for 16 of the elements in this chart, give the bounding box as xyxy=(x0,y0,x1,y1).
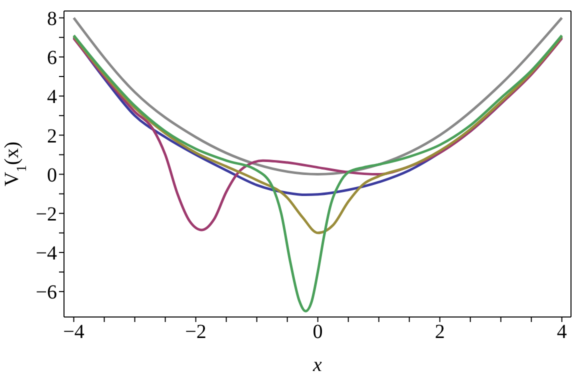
y-tick-label: 2 xyxy=(47,125,57,148)
x-tick-label: 0 xyxy=(312,321,323,344)
x-tick-label: −2 xyxy=(185,321,206,344)
y-tick-label: 4 xyxy=(47,86,57,108)
x-tick-label: 2 xyxy=(434,321,445,344)
y-tick-label: 8 xyxy=(47,8,57,30)
x-axis-title: x xyxy=(312,354,322,376)
y-tick-label: −4 xyxy=(36,242,57,265)
y-tick-label: 0 xyxy=(47,164,57,186)
line-series xyxy=(72,16,564,176)
y-tick-label: 6 xyxy=(47,47,57,70)
x-tick-label: −4 xyxy=(63,321,84,344)
y-tick-label: −2 xyxy=(36,203,57,226)
x-tick-label: 4 xyxy=(556,321,567,344)
line-series xyxy=(72,34,564,312)
y-tick-label: −6 xyxy=(36,282,57,304)
